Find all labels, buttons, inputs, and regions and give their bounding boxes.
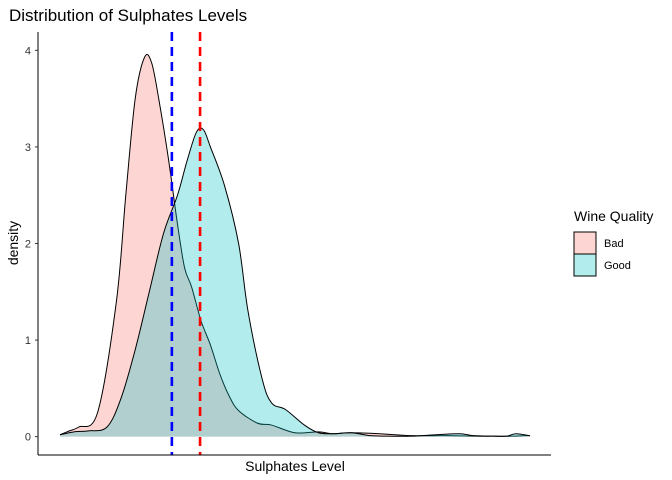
legend-title: Wine Quality [574, 208, 653, 224]
legend-key-good [573, 253, 597, 277]
density-line-good [59, 127, 531, 437]
legend-key-bad [573, 231, 597, 255]
y-tick-label-4: 4 [25, 45, 31, 57]
y-tick-label-0: 0 [25, 432, 31, 444]
y-tick-label-2: 2 [25, 239, 31, 251]
density-area-bad [60, 54, 530, 437]
density-line-bad [59, 53, 531, 437]
density-area-good [60, 127, 530, 437]
legend-label-bad: Bad [604, 238, 624, 250]
chart-title: Distribution of Sulphates Levels [9, 6, 247, 25]
legend: Wine Quality Bad Good [573, 208, 653, 277]
axes: 0 1 2 3 4 [25, 32, 551, 456]
legend-label-good: Good [604, 260, 631, 272]
x-axis-title: Sulphates Level [245, 458, 345, 474]
plot-area [59, 32, 531, 455]
y-tick-label-3: 3 [25, 142, 31, 154]
y-axis-title: density [5, 221, 21, 265]
y-tick-label-1: 1 [25, 335, 31, 347]
